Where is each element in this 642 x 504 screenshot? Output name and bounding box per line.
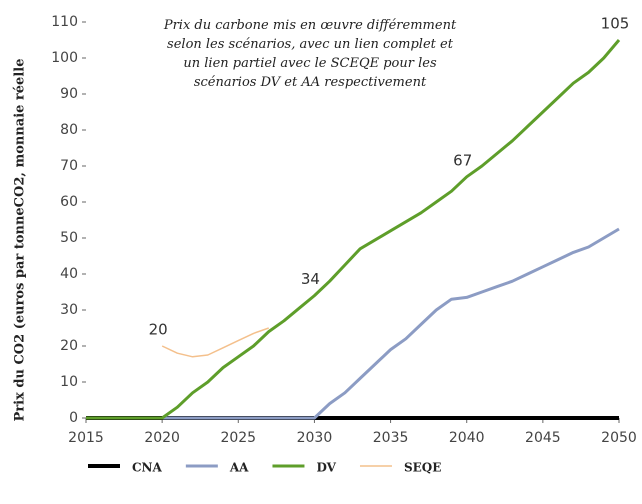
chart-title: Prix du carbone mis en œuvre différemmen… [163,18,457,90]
x-tick-label: 2025 [220,430,256,446]
y-tick-label: 10 [60,374,78,390]
y-tick-label: 20 [60,338,78,354]
data-label: 67 [453,151,472,169]
y-tick-label: 30 [60,302,78,318]
legend-label: AA [229,461,249,475]
x-tick-label: 2045 [525,430,561,446]
series-line [161,327,269,358]
y-tick-label: 110 [51,14,78,30]
legend-label: CNA [132,461,163,475]
data-label: 105 [601,15,630,33]
y-tick-label: 50 [60,230,78,246]
x-tick-label: 2040 [449,430,485,446]
y-axis-label: Prix du CO2 (euros par tonneCO2, monnaie… [13,59,28,422]
x-tick-label: 2050 [601,430,637,446]
x-tick-label: 2015 [68,430,104,446]
y-tick-label: 90 [60,86,78,102]
legend-label: SEQE [404,461,441,475]
y-tick-label: 100 [51,50,78,66]
x-tick-label: 2030 [297,430,333,446]
x-tick-label: 2035 [373,430,409,446]
series-line [86,39,621,420]
y-tick-label: 70 [60,158,78,174]
y-tick-label: 40 [60,266,78,282]
y-tick-label: 0 [69,410,78,426]
y-tick-label: 80 [60,122,78,138]
y-tick-label: 60 [60,194,78,210]
x-tick-label: 2020 [144,430,180,446]
data-label: 20 [149,321,168,339]
legend-label: DV [316,461,336,475]
data-label: 34 [301,270,320,288]
series-line [86,227,620,420]
